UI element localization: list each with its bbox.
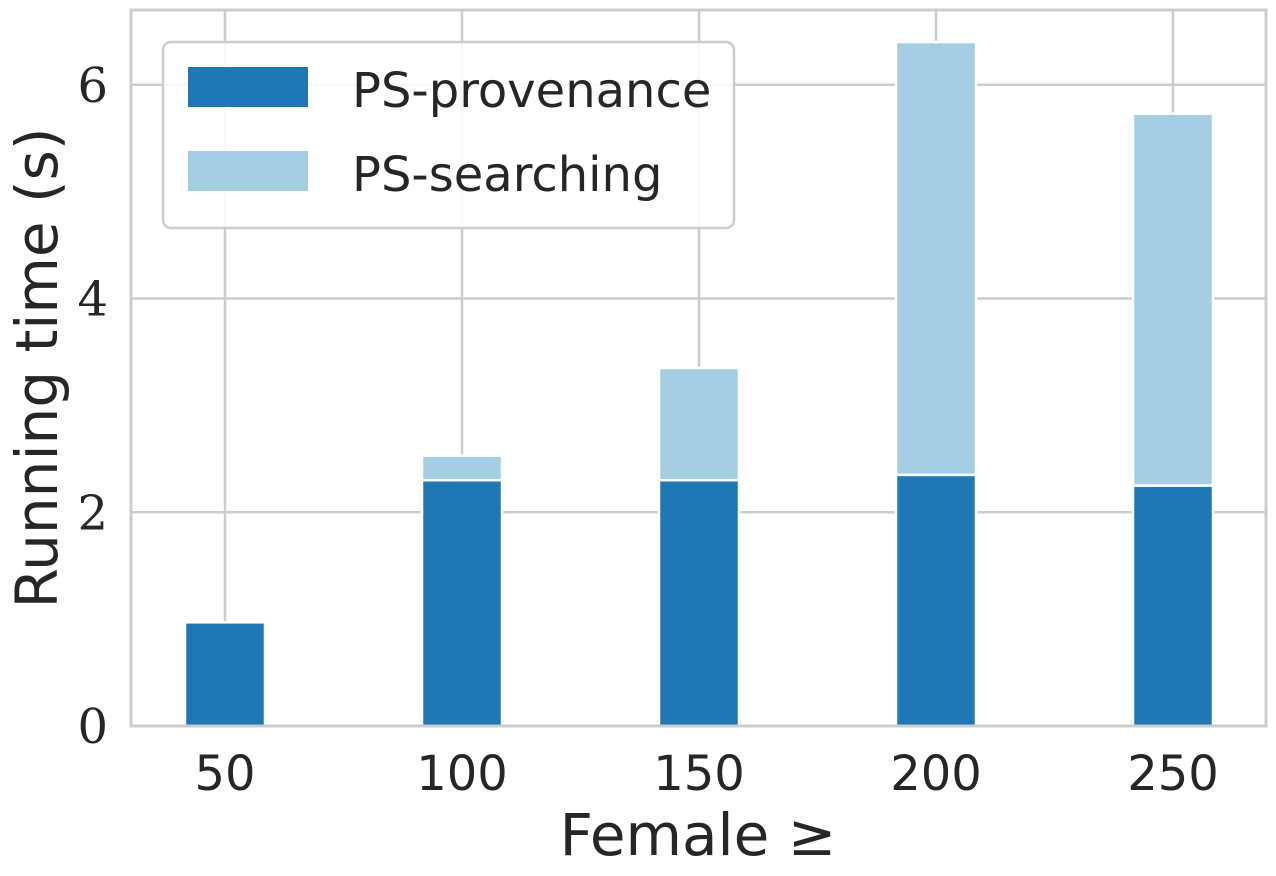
bar-ps-provenance-250 <box>1131 484 1215 728</box>
bar-ps-searching-100 <box>420 454 504 482</box>
x-tick-label: 100 <box>416 746 508 802</box>
legend: PS-provenance PS-searching <box>161 40 736 230</box>
bar-ps-provenance-50 <box>183 621 267 728</box>
legend-label-ps-searching: PS-searching <box>352 147 662 203</box>
y-axis-label: Running time (s) <box>3 127 71 608</box>
legend-swatch-ps-provenance <box>188 67 308 107</box>
bar-ps-searching-150 <box>657 366 741 482</box>
x-tick-label: 50 <box>194 746 255 802</box>
legend-label-ps-provenance: PS-provenance <box>352 63 711 119</box>
bars <box>183 40 1215 728</box>
x-tick-label: 150 <box>653 746 745 802</box>
x-axis-label: Female ≥ <box>560 801 837 869</box>
y-tick-label: 2 <box>77 485 108 541</box>
y-tick-label: 6 <box>77 58 108 114</box>
bar-ps-searching-250 <box>1131 112 1215 487</box>
x-tick-label: 250 <box>1127 746 1219 802</box>
y-tick-label: 4 <box>77 272 108 328</box>
bar-ps-provenance-150 <box>657 478 741 728</box>
legend-swatch-ps-searching <box>188 151 308 191</box>
y-tick-label: 0 <box>77 699 108 755</box>
plot-frame <box>129 8 1268 728</box>
bar-ps-searching-200 <box>894 40 978 477</box>
x-tick-labels: 50 100 150 200 250 <box>194 746 1218 802</box>
y-tick-labels: 0 2 4 6 <box>77 58 108 755</box>
bar-ps-provenance-200 <box>894 473 978 728</box>
x-tick-label: 200 <box>890 746 982 802</box>
bar-ps-provenance-100 <box>420 478 504 728</box>
